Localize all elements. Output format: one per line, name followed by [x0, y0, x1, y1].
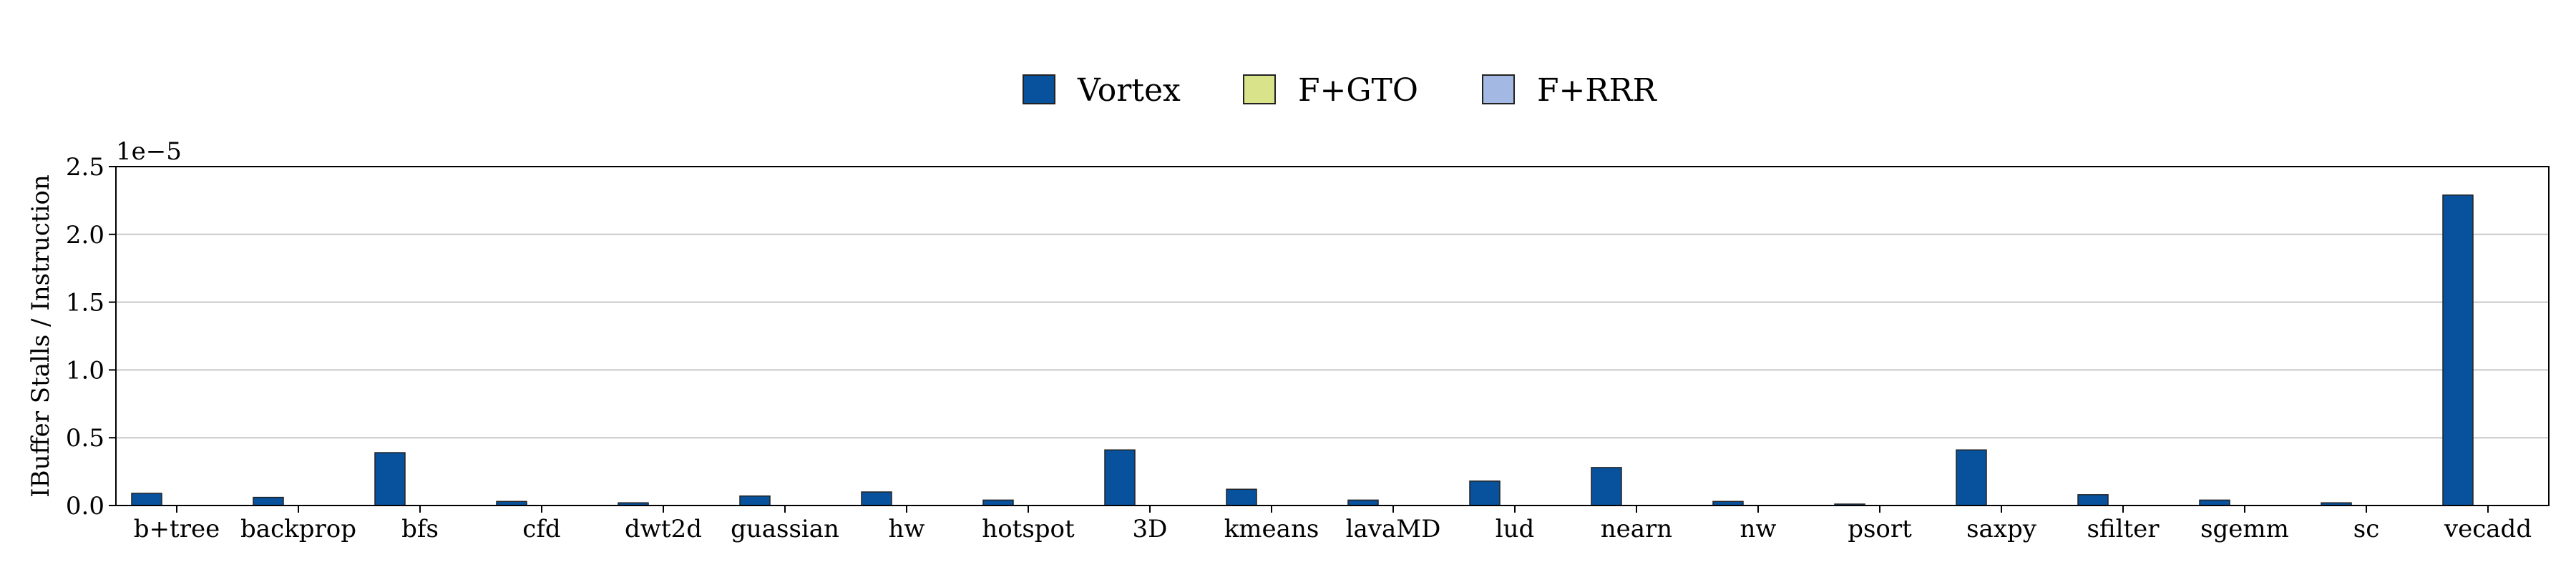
y-tick-label: 2.0: [66, 221, 104, 250]
y-tick-label: 1.0: [66, 356, 104, 385]
legend-label-f-rrr: F+RRR: [1537, 72, 1658, 109]
x-tick-label: backprop: [240, 515, 356, 543]
bars: [131, 194, 2474, 506]
x-tick-label: lud: [1496, 515, 1535, 543]
x-axis: b+tree backprop bfs cfd dwt2d guassian hw hotsp…: [134, 506, 2532, 543]
bar-vortex-17: [2199, 499, 2230, 506]
x-tick-label: kmeans: [1224, 515, 1319, 543]
bar-vortex-9: [1226, 488, 1257, 506]
grid-lines: [116, 233, 2549, 439]
bar-vortex-0: [131, 493, 162, 506]
x-tick-label: hw: [889, 515, 925, 543]
bar-vortex-5: [739, 495, 771, 506]
legend-swatch-f-gto: [1243, 74, 1276, 104]
legend-swatch-vortex: [1023, 74, 1055, 104]
y-tick-label: 0.0: [66, 492, 104, 521]
bar-vortex-16: [2077, 494, 2109, 506]
x-tick-label: psort: [1848, 515, 1912, 543]
x-tick-label: saxpy: [1966, 515, 2037, 543]
bar-vortex-10: [1347, 499, 1379, 506]
legend-label-vortex: Vortex: [1077, 72, 1181, 109]
x-tick-label: b+tree: [134, 515, 220, 543]
x-tick-label: cfd: [522, 515, 560, 543]
y-tick-label: 1.5: [66, 289, 104, 317]
y-axis-label: IBuffer Stalls / Instruction: [26, 174, 55, 498]
x-tick-label: lavaMD: [1346, 515, 1441, 543]
x-tick-label: sc: [2353, 515, 2380, 543]
x-tick-label: bfs: [401, 515, 439, 543]
bar-vortex-11: [1469, 480, 1501, 506]
x-tick-label: sfilter: [2087, 515, 2160, 543]
bar-vortex-8: [1104, 449, 1136, 506]
y-axis: 0.0 0.5 1.0 1.5 2.0 2.5: [66, 153, 116, 521]
y-tick-label: 0.5: [66, 424, 104, 453]
x-tick-label: vecadd: [2444, 515, 2532, 543]
y-scale-label: 1e−5: [116, 137, 182, 166]
x-tick-label: dwt2d: [625, 515, 702, 543]
bar-vortex-7: [982, 499, 1014, 506]
bar-vortex-19: [2442, 194, 2474, 506]
legend: Vortex F+GTO F+RRR: [1023, 72, 1658, 109]
x-tick-label: hotspot: [982, 515, 1075, 543]
bar-vortex-15: [1956, 449, 1987, 506]
x-tick-label: 3D: [1133, 515, 1168, 543]
legend-swatch-f-rrr: [1482, 74, 1515, 104]
x-tick-label: sgemm: [2200, 515, 2289, 543]
y-tick-label: 2.5: [66, 153, 104, 182]
legend-label-f-gto: F+GTO: [1298, 72, 1418, 109]
x-tick-label: guassian: [731, 515, 839, 543]
plot-frame: [115, 166, 2550, 506]
bar-vortex-12: [1591, 467, 1622, 506]
bar-vortex-1: [253, 496, 284, 506]
bar-vortex-6: [861, 491, 892, 506]
x-tick-label: nearn: [1601, 515, 1672, 543]
x-tick-label: nw: [1740, 515, 1777, 543]
bar-vortex-2: [374, 452, 406, 506]
